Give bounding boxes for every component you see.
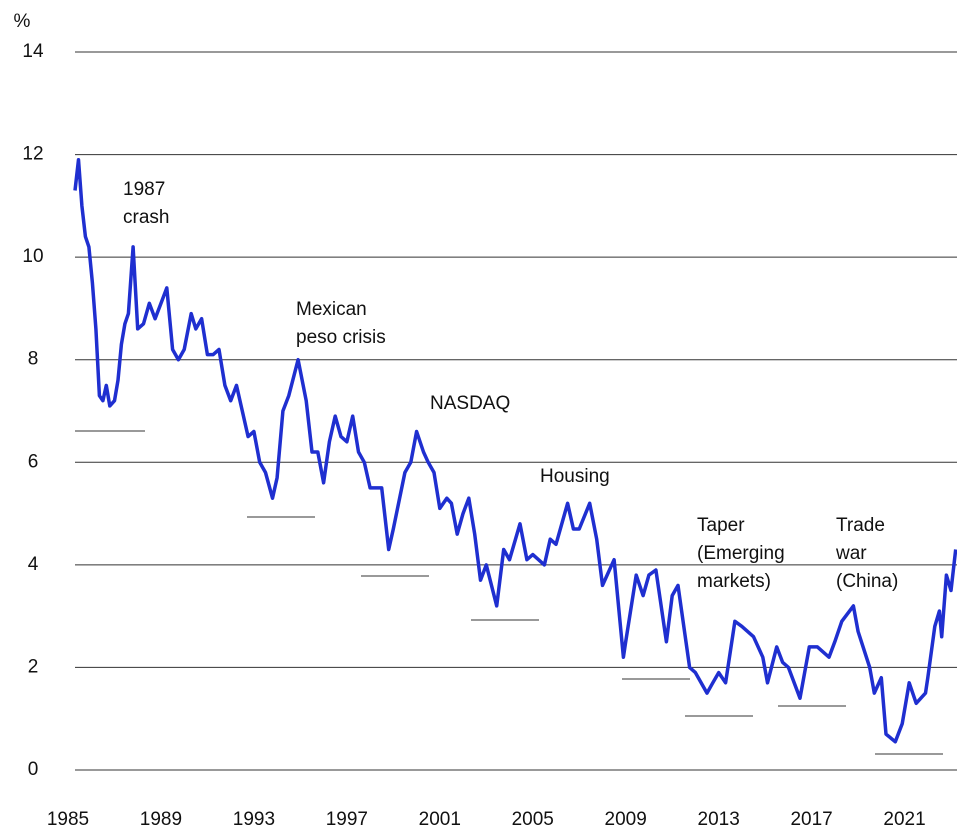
- data-line: [73, 157, 957, 744]
- y-tick-label: 10: [22, 246, 43, 267]
- annotation: war: [835, 543, 867, 564]
- x-tick-label: 2013: [698, 809, 740, 830]
- annotation: Mexican: [296, 299, 367, 320]
- y-tick-label: 4: [28, 554, 39, 575]
- y-tick-label: 14: [22, 41, 44, 62]
- x-tick-label: 2009: [605, 809, 647, 830]
- annotation: 1987: [123, 179, 165, 200]
- x-tick-label: 1997: [326, 809, 368, 830]
- x-tick-label: 1993: [233, 809, 275, 830]
- y-tick-label: 8: [28, 349, 39, 370]
- annotation: (China): [836, 571, 898, 592]
- y-tick-label: 6: [28, 451, 39, 472]
- x-tick-label: 2001: [419, 809, 461, 830]
- x-tick-label: 1989: [140, 809, 182, 830]
- y-tick-label: 12: [22, 144, 43, 165]
- x-tick-label: 2005: [512, 809, 554, 830]
- y-tick-label: 0: [28, 759, 39, 780]
- annotation: peso crisis: [296, 327, 386, 348]
- x-tick-label: 2017: [790, 809, 832, 830]
- y-axis-label: %: [14, 11, 31, 32]
- annotation: Taper: [697, 515, 745, 536]
- annotation: Trade: [836, 515, 885, 536]
- annotation: markets): [697, 571, 771, 592]
- annotation: crash: [123, 207, 169, 228]
- x-tick-label: 1985: [47, 809, 89, 830]
- annotation: (Emerging: [697, 543, 785, 564]
- x-tick-label: 2021: [883, 809, 925, 830]
- period-markers: [75, 430, 943, 755]
- annotation: Housing: [540, 466, 610, 487]
- y-tick-label: 2: [28, 656, 39, 677]
- annotation: NASDAQ: [430, 393, 510, 414]
